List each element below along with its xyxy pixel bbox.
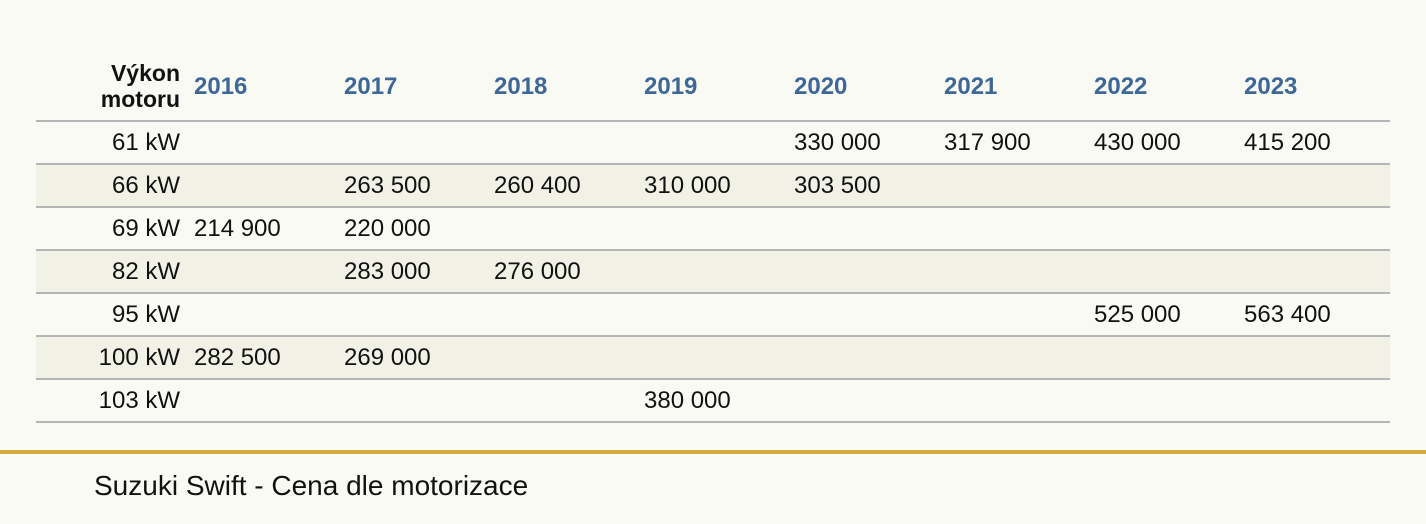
row-header-label: Výkon motoru xyxy=(36,52,190,122)
price-cell xyxy=(1090,379,1240,423)
price-cell: 214 900 xyxy=(190,207,340,251)
price-cell xyxy=(1240,379,1390,423)
price-table-container: Výkon motoru 2016 2017 2018 2019 2020 2021 202… xyxy=(36,52,1390,423)
price-cell xyxy=(790,379,940,423)
column-header-2019: 2019 xyxy=(640,52,790,122)
header-row: Výkon motoru 2016 2017 2018 2019 2020 2021 202… xyxy=(36,52,1390,122)
table-row: 66 kW 263 500 260 400 310 000 303 500 xyxy=(36,164,1390,208)
price-cell xyxy=(640,250,790,294)
price-cell: 317 900 xyxy=(940,121,1090,165)
column-header-2016: 2016 xyxy=(190,52,340,122)
price-cell xyxy=(790,250,940,294)
price-cell: 282 500 xyxy=(190,336,340,380)
price-cell xyxy=(190,121,340,165)
price-cell xyxy=(640,121,790,165)
price-cell: 260 400 xyxy=(490,164,640,208)
price-cell xyxy=(1240,164,1390,208)
price-cell: 220 000 xyxy=(340,207,490,251)
row-label: 95 kW xyxy=(36,293,190,337)
row-label: 103 kW xyxy=(36,379,190,423)
price-cell xyxy=(490,207,640,251)
row-label: 100 kW xyxy=(36,336,190,380)
table-body: 61 kW 330 000 317 900 430 000 415 200 66 kW 26… xyxy=(36,121,1390,423)
chart-caption: Suzuki Swift - Cena dle motorizace xyxy=(94,470,529,501)
price-cell xyxy=(1240,336,1390,380)
price-cell xyxy=(940,379,1090,423)
price-cell: 263 500 xyxy=(340,164,490,208)
price-cell xyxy=(940,250,1090,294)
table-row: 69 kW 214 900 220 000 xyxy=(36,207,1390,251)
price-cell xyxy=(940,336,1090,380)
price-cell xyxy=(190,164,340,208)
table-row: 82 kW 283 000 276 000 xyxy=(36,250,1390,294)
price-table: Výkon motoru 2016 2017 2018 2019 2020 2021 202… xyxy=(36,52,1390,423)
price-cell xyxy=(340,379,490,423)
row-label: 61 kW xyxy=(36,121,190,165)
table-row: 95 kW 525 000 563 400 xyxy=(36,293,1390,337)
table-row: 103 kW 380 000 xyxy=(36,379,1390,423)
price-cell: 303 500 xyxy=(790,164,940,208)
price-cell: 415 200 xyxy=(1240,121,1390,165)
row-label: 82 kW xyxy=(36,250,190,294)
price-cell xyxy=(790,293,940,337)
price-cell xyxy=(790,336,940,380)
column-header-2021: 2021 xyxy=(940,52,1090,122)
price-cell: 283 000 xyxy=(340,250,490,294)
price-cell xyxy=(940,293,1090,337)
price-cell: 269 000 xyxy=(340,336,490,380)
price-cell: 380 000 xyxy=(640,379,790,423)
price-cell xyxy=(640,207,790,251)
price-cell: 563 400 xyxy=(1240,293,1390,337)
price-cell xyxy=(190,250,340,294)
price-cell: 330 000 xyxy=(790,121,940,165)
price-cell: 310 000 xyxy=(640,164,790,208)
row-label: 66 kW xyxy=(36,164,190,208)
price-cell xyxy=(490,336,640,380)
price-cell xyxy=(790,207,940,251)
price-cell xyxy=(640,336,790,380)
price-cell xyxy=(1090,336,1240,380)
price-cell xyxy=(190,379,340,423)
column-header-2022: 2022 xyxy=(1090,52,1240,122)
price-cell xyxy=(340,121,490,165)
price-cell xyxy=(490,293,640,337)
price-cell xyxy=(640,293,790,337)
price-cell: 430 000 xyxy=(1090,121,1240,165)
column-header-2020: 2020 xyxy=(790,52,940,122)
price-cell: 525 000 xyxy=(1090,293,1240,337)
price-cell xyxy=(1090,207,1240,251)
price-cell xyxy=(940,207,1090,251)
price-cell xyxy=(1240,207,1390,251)
table-row: 61 kW 330 000 317 900 430 000 415 200 xyxy=(36,121,1390,165)
price-cell xyxy=(340,293,490,337)
column-header-2023: 2023 xyxy=(1240,52,1390,122)
price-cell xyxy=(1240,250,1390,294)
price-cell xyxy=(490,121,640,165)
price-cell xyxy=(1090,250,1240,294)
price-cell xyxy=(940,164,1090,208)
column-header-2017: 2017 xyxy=(340,52,490,122)
row-label: 69 kW xyxy=(36,207,190,251)
price-cell xyxy=(490,379,640,423)
footer-divider xyxy=(0,450,1426,454)
table-header: Výkon motoru 2016 2017 2018 2019 2020 2021 202… xyxy=(36,52,1390,122)
table-row: 100 kW 282 500 269 000 xyxy=(36,336,1390,380)
price-cell: 276 000 xyxy=(490,250,640,294)
column-header-2018: 2018 xyxy=(490,52,640,122)
price-cell xyxy=(190,293,340,337)
price-cell xyxy=(1090,164,1240,208)
